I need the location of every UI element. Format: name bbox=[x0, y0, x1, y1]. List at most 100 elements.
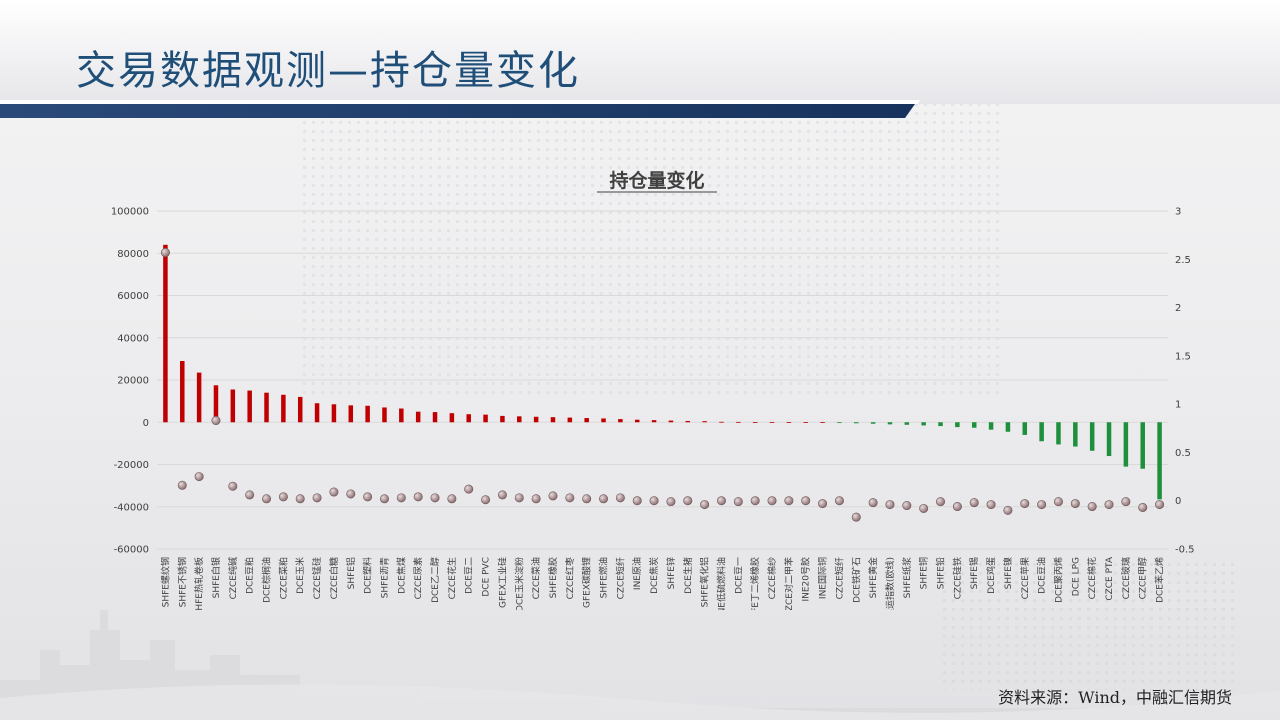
category-label: CZCE尿素 bbox=[412, 557, 424, 599]
category-label: SHFE纸浆 bbox=[901, 557, 913, 598]
bar-9 bbox=[314, 403, 320, 423]
bar-39 bbox=[820, 422, 825, 424]
header-decoration bbox=[0, 0, 1280, 118]
right-tick-label: -0.5 bbox=[1175, 545, 1195, 556]
marker-2 bbox=[194, 472, 204, 482]
category-label: DCE豆油 bbox=[1036, 557, 1048, 594]
category-label: SHFE燃油 bbox=[598, 557, 610, 598]
bar-43 bbox=[887, 422, 893, 425]
marker-52 bbox=[1037, 500, 1047, 510]
marker-35 bbox=[750, 496, 760, 506]
category-label: DCE豆粕 bbox=[244, 557, 256, 594]
right-tick-label: 2.5 bbox=[1175, 255, 1191, 266]
bar-10 bbox=[331, 404, 337, 423]
marker-40 bbox=[834, 496, 844, 506]
right-tick-label: 1 bbox=[1175, 400, 1181, 411]
marker-53 bbox=[1053, 497, 1063, 507]
marker-44 bbox=[902, 501, 912, 511]
header: 交易数据观测—持仓量变化 bbox=[0, 0, 1280, 120]
category-label: CZCE白糖 bbox=[328, 557, 340, 599]
marker-13 bbox=[379, 494, 389, 504]
bar-22 bbox=[533, 416, 539, 423]
category-label: CZCE锰硅 bbox=[311, 557, 323, 599]
bar-16 bbox=[432, 412, 438, 423]
bar-26 bbox=[601, 418, 606, 423]
bar-15 bbox=[415, 411, 421, 423]
bar-23 bbox=[550, 417, 556, 423]
bar-4 bbox=[230, 389, 236, 423]
category-label: SHFE氧化铝 bbox=[699, 557, 711, 607]
bar-35 bbox=[752, 422, 758, 423]
category-label: INE原油 bbox=[631, 557, 643, 590]
chart-title: 持仓量变化 bbox=[609, 169, 704, 192]
bar-21 bbox=[517, 416, 522, 423]
marker-59 bbox=[1155, 500, 1165, 510]
bar-44 bbox=[904, 422, 910, 425]
bar-24 bbox=[567, 417, 573, 423]
bar-40 bbox=[837, 422, 842, 424]
category-label: CZCE短纤 bbox=[833, 557, 845, 599]
category-label: SHFE丁二烯橡胶 bbox=[749, 557, 761, 610]
left-tick-label: 0 bbox=[143, 418, 149, 429]
marker-36 bbox=[767, 496, 777, 506]
marker-39 bbox=[818, 499, 828, 509]
marker-3 bbox=[211, 416, 221, 426]
marker-45 bbox=[919, 503, 929, 513]
left-axis: 100000 80000 60000 40000 20000 0 -20000 -40000 -… bbox=[111, 207, 149, 556]
bar-46 bbox=[938, 422, 943, 427]
marker-42 bbox=[868, 498, 878, 508]
bar-42 bbox=[870, 422, 876, 424]
bar-8 bbox=[297, 396, 303, 423]
marker-56 bbox=[1104, 500, 1114, 510]
bar-48 bbox=[971, 422, 977, 428]
category-label: CZCE棉花 bbox=[1086, 557, 1098, 599]
category-label: SHFE沥青 bbox=[378, 557, 390, 598]
category-label: CZCE菜油 bbox=[530, 557, 542, 599]
bar-56 bbox=[1106, 422, 1112, 457]
category-label: DCE乙二醇 bbox=[429, 557, 441, 603]
category-label: SHFE螺纹钢 bbox=[159, 557, 171, 607]
category-label: SHFE铝 bbox=[345, 557, 357, 589]
bar-5 bbox=[247, 390, 252, 423]
marker-28 bbox=[632, 496, 642, 506]
right-tick-label: 2 bbox=[1175, 303, 1181, 314]
category-label: SHFE铜 bbox=[918, 557, 930, 589]
category-label: SHFE铅 bbox=[935, 557, 947, 589]
marker-14 bbox=[396, 493, 406, 503]
marker-19 bbox=[481, 495, 491, 505]
left-tick-label: 100000 bbox=[111, 207, 149, 218]
bar-19 bbox=[483, 414, 488, 423]
right-tick-label: 0 bbox=[1175, 496, 1181, 507]
bar-series bbox=[163, 244, 1162, 500]
bar-25 bbox=[584, 418, 589, 423]
marker-1 bbox=[177, 480, 187, 490]
right-tick-label: 0.5 bbox=[1175, 448, 1191, 459]
bar-12 bbox=[365, 405, 370, 423]
bar-34 bbox=[736, 421, 741, 423]
right-tick-label: 1.5 bbox=[1175, 351, 1191, 362]
category-label: DCE铁矿石 bbox=[850, 557, 862, 603]
marker-48 bbox=[969, 498, 979, 508]
category-label: SHFE橡胶 bbox=[547, 557, 559, 598]
marker-series bbox=[160, 248, 1165, 522]
bar-53 bbox=[1056, 422, 1061, 445]
category-label: CZCE短纤 bbox=[614, 557, 626, 599]
bar-0 bbox=[163, 244, 168, 423]
background-dot-map-lower bbox=[940, 560, 1240, 690]
category-label: CZCE棉纱 bbox=[766, 557, 778, 599]
category-label: DCE焦炭 bbox=[648, 557, 660, 594]
category-label: INE20号胶 bbox=[800, 557, 812, 602]
marker-10 bbox=[329, 487, 339, 497]
left-tick-label: 80000 bbox=[117, 249, 149, 260]
marker-30 bbox=[666, 497, 676, 507]
left-tick-label: 60000 bbox=[117, 291, 149, 302]
marker-49 bbox=[986, 500, 996, 510]
marker-25 bbox=[582, 494, 592, 504]
marker-33 bbox=[716, 496, 726, 506]
marker-8 bbox=[295, 494, 305, 504]
marker-41 bbox=[851, 512, 861, 522]
bar-54 bbox=[1073, 422, 1078, 447]
marker-27 bbox=[615, 493, 625, 503]
bar-6 bbox=[264, 392, 269, 423]
marker-57 bbox=[1121, 497, 1131, 507]
